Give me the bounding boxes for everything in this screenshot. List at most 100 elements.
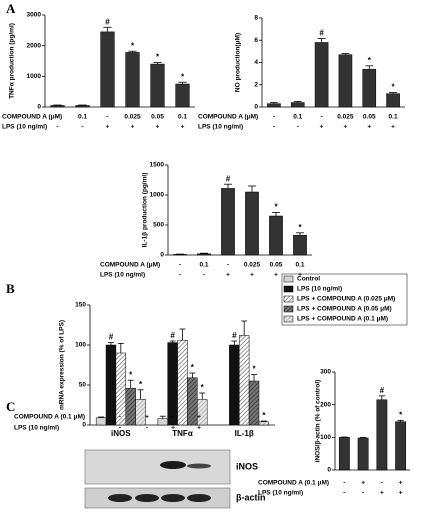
y-axis-label: IL-1β production (pg/ml) [142, 173, 149, 248]
x-tick-label: IL-1β [235, 429, 254, 438]
bar [100, 31, 115, 108]
x-tick-label: iNOS [111, 429, 131, 438]
bar [175, 83, 190, 108]
annotation: * [191, 363, 195, 372]
y-tick-label: 0 [254, 104, 258, 111]
annotation: # [232, 331, 237, 340]
annotation: # [105, 17, 110, 26]
x-tick-label: 0.1 [178, 114, 187, 121]
bar [376, 399, 388, 471]
blot-lane-label: + [197, 425, 201, 432]
x-tick-label: - [81, 124, 83, 131]
x-tick-label: - [343, 480, 345, 487]
x-tick-label: TNFα [172, 429, 193, 438]
y-axis-label: mRNA expression (% of LPS) [59, 320, 66, 410]
x-tick-label: - [297, 124, 299, 131]
bar [105, 344, 117, 426]
legend-label: Control [297, 276, 320, 283]
row-label: LPS (10 ng/ml) [198, 124, 243, 131]
bar [338, 54, 353, 108]
y-tick-label: 1000 [27, 73, 42, 80]
bar [197, 399, 208, 426]
x-tick-label: + [399, 480, 403, 487]
x-tick-label: - [56, 124, 58, 131]
bar [229, 344, 240, 426]
x-tick-label: - [227, 262, 229, 269]
bar [248, 380, 260, 426]
annotation: * [392, 83, 396, 92]
blot [84, 449, 231, 509]
bar [395, 421, 407, 471]
x-tick-label: + [320, 124, 324, 131]
bar [269, 215, 283, 256]
x-tick-label: 0.025 [124, 114, 141, 121]
x-tick-label: 0.1 [78, 114, 87, 121]
x-tick-label: - [179, 262, 181, 269]
y-tick-label: 2000 [27, 42, 42, 49]
legend-label: LPS + COMPOUND A (0.025 μM) [297, 296, 395, 303]
x-tick-label: + [156, 124, 160, 131]
row-label: COMPOUND A (μM) [198, 114, 258, 121]
blot-lane-label: - [119, 414, 121, 421]
x-tick-label: + [380, 490, 384, 497]
legend-swatch [283, 315, 294, 323]
x-tick-label: - [273, 124, 275, 131]
x-tick-label: - [320, 114, 322, 121]
band-label: iNOS [236, 461, 258, 471]
x-tick-label: + [367, 124, 371, 131]
panel-letter: B [6, 281, 15, 296]
annotation: * [201, 383, 205, 392]
annotation: * [129, 370, 133, 379]
legend [281, 273, 408, 326]
legend-swatch [283, 275, 294, 283]
bar [357, 437, 369, 471]
annotation: * [368, 56, 372, 65]
annotation: # [226, 174, 231, 183]
x-tick-label: + [181, 124, 185, 131]
y-tick-label: 100 [75, 342, 86, 349]
row-label: COMPOUND A (μM) [100, 262, 160, 269]
annotation: * [262, 411, 266, 420]
x-tick-label: + [399, 490, 403, 497]
x-tick-label: + [250, 272, 254, 279]
y-tick-label: 8 [254, 15, 258, 22]
row-label: COMPOUND A (μM) [2, 114, 62, 121]
legend-label: LPS (10 ng/ml) [297, 286, 342, 293]
bar [135, 399, 146, 426]
y-tick-label: 100 [320, 434, 331, 441]
bar [267, 103, 281, 108]
legend-swatch [283, 305, 294, 313]
x-tick-label: 0.025 [244, 262, 261, 269]
x-tick-label: 0.025 [337, 114, 354, 121]
x-tick-label: - [362, 490, 364, 497]
y-tick-label: 1000 [150, 192, 165, 199]
bar [338, 437, 350, 471]
annotation: * [156, 53, 160, 62]
x-tick-label: + [361, 480, 365, 487]
x-tick-label: - [381, 480, 383, 487]
y-tick-label: 200 [320, 401, 331, 408]
legend-label: LPS + COMPOUND A (0.1 μM) [297, 316, 388, 323]
x-tick-label: 0.1 [295, 262, 304, 269]
bar [293, 234, 307, 256]
annotation: # [170, 331, 175, 340]
bar [177, 339, 188, 426]
x-tick-label: 0.1 [293, 114, 302, 121]
blot-lane-label: - [119, 425, 121, 432]
y-tick-label: 0 [82, 422, 86, 429]
x-tick-label: + [344, 124, 348, 131]
y-tick-label: 3000 [27, 12, 42, 19]
bar [197, 253, 211, 256]
panel-letter: C [6, 399, 15, 414]
bar [258, 421, 270, 426]
y-tick-label: 50 [79, 382, 87, 389]
bar [75, 105, 90, 108]
x-tick-label: + [131, 124, 135, 131]
blot-lane-label: + [197, 414, 201, 421]
row-label: LPS (10 ng/ml) [2, 124, 47, 131]
x-tick-label: + [391, 124, 395, 131]
y-tick-label: 500 [153, 222, 164, 229]
bar [362, 68, 377, 108]
y-tick-label: 0 [37, 104, 41, 111]
